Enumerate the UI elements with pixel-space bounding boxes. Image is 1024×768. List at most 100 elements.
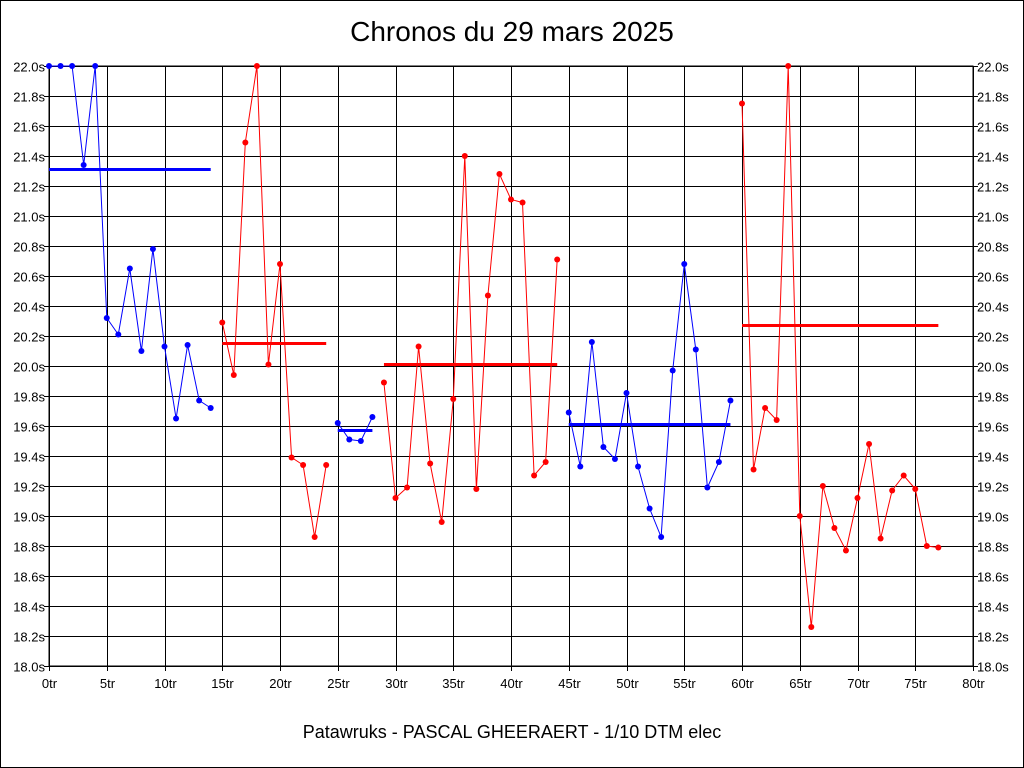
y-tick-label-left: 21.6s: [13, 120, 45, 135]
y-tick-label-left: 20.4s: [13, 300, 45, 315]
data-point: [80, 162, 87, 168]
data-point: [739, 100, 745, 107]
series-line: [337, 416, 373, 442]
data-point: [808, 624, 815, 630]
x-tick-label: 0tr: [42, 676, 58, 691]
y-tick-label-right: 21.2s: [977, 180, 1009, 195]
y-tick-label-right: 20.0s: [977, 360, 1009, 375]
data-point: [115, 331, 122, 338]
data-point: [877, 535, 884, 542]
y-tick-label-right: 19.0s: [977, 510, 1009, 525]
data-point: [819, 483, 826, 489]
series-line: [221, 65, 327, 538]
data-point: [380, 379, 387, 386]
data-point: [565, 409, 572, 416]
data-point: [334, 420, 341, 426]
x-tick-label: 20tr: [269, 676, 292, 691]
data-point: [692, 346, 699, 353]
x-tick-label: 60tr: [731, 676, 754, 691]
data-point: [681, 261, 688, 267]
data-point: [450, 396, 457, 402]
data-point: [600, 444, 607, 450]
y-tick-label-left: 21.8s: [13, 90, 45, 105]
chart-subtitle: Patawruks - PASCAL GHEERAERT - 1/10 DTM …: [302, 722, 722, 742]
data-point: [588, 339, 595, 345]
data-point: [935, 544, 942, 551]
data-point: [715, 459, 722, 465]
data-point: [900, 472, 907, 479]
x-tick-label: 80tr: [962, 676, 985, 691]
data-point: [126, 265, 133, 272]
data-point: [727, 397, 734, 404]
data-point: [323, 462, 330, 468]
x-tick-label: 55tr: [673, 676, 696, 691]
y-tick-label-left: 22.0s: [13, 60, 45, 75]
data-point: [357, 438, 364, 444]
y-tick-label-right: 19.4s: [977, 450, 1009, 465]
data-point: [265, 361, 272, 368]
data-point: [161, 343, 168, 350]
y-tick-label-left: 18.2s: [13, 630, 45, 645]
x-tick-label: 25tr: [327, 676, 350, 691]
data-point: [69, 63, 76, 69]
y-tick-label-right: 18.8s: [977, 540, 1009, 555]
data-point: [300, 462, 307, 468]
data-point: [762, 405, 769, 411]
y-tick-label-left: 18.0s: [13, 660, 45, 675]
data-point: [542, 459, 549, 465]
y-tick-label-left: 19.2s: [13, 480, 45, 495]
data-point: [149, 246, 156, 252]
data-point: [519, 199, 526, 206]
y-tick-label-left: 20.8s: [13, 240, 45, 255]
data-point: [438, 519, 445, 525]
y-tick-label-left: 20.2s: [13, 330, 45, 345]
y-tick-label-right: 18.2s: [977, 630, 1009, 645]
data-point: [277, 261, 283, 267]
x-tick-label: 5tr: [100, 676, 116, 691]
data-point: [750, 466, 757, 473]
y-tick-label-right: 20.8s: [977, 240, 1009, 255]
data-point: [473, 486, 480, 492]
data-point: [311, 534, 318, 540]
data-point: [392, 495, 399, 501]
data-point: [923, 543, 930, 549]
x-tick-label: 30tr: [385, 676, 408, 691]
data-point: [404, 484, 411, 491]
data-point: [219, 319, 226, 326]
chart-title: Chronos du 29 mars 2025: [350, 16, 674, 47]
y-tick-label-right: 19.8s: [977, 390, 1009, 405]
x-tick-label: 15tr: [211, 676, 234, 691]
data-point: [242, 139, 249, 146]
data-point: [138, 348, 145, 354]
x-tick-label: 50tr: [616, 676, 639, 691]
y-tick-label-right: 19.6s: [977, 420, 1009, 435]
y-tick-label-left: 19.8s: [13, 390, 45, 405]
x-tick-label: 35tr: [442, 676, 465, 691]
y-tick-label-left: 18.6s: [13, 570, 45, 585]
data-point: [92, 63, 99, 69]
data-point: [658, 534, 665, 540]
x-tick-label: 40tr: [500, 676, 523, 691]
data-point: [854, 495, 861, 501]
y-tick-label-left: 20.0s: [13, 360, 45, 375]
x-tick-label: 45tr: [558, 676, 581, 691]
data-point: [207, 405, 214, 411]
data-point: [831, 525, 838, 531]
data-point: [427, 460, 434, 467]
x-tick-label: 70tr: [847, 676, 870, 691]
data-point: [646, 505, 653, 512]
y-tick-label-left: 19.4s: [13, 450, 45, 465]
data-point: [461, 153, 468, 159]
data-point: [623, 390, 630, 396]
data-point: [611, 456, 618, 462]
y-tick-label-right: 22.0s: [977, 60, 1009, 75]
y-tick-label-right: 20.2s: [977, 330, 1009, 345]
x-tick-label: 10tr: [154, 676, 177, 691]
data-point: [57, 63, 64, 69]
data-point: [496, 171, 503, 177]
y-tick-label-left: 18.4s: [13, 600, 45, 615]
y-tick-label-right: 21.8s: [977, 90, 1009, 105]
y-tick-label-right: 21.6s: [977, 120, 1009, 135]
data-point: [889, 487, 896, 494]
data-point: [46, 63, 52, 69]
